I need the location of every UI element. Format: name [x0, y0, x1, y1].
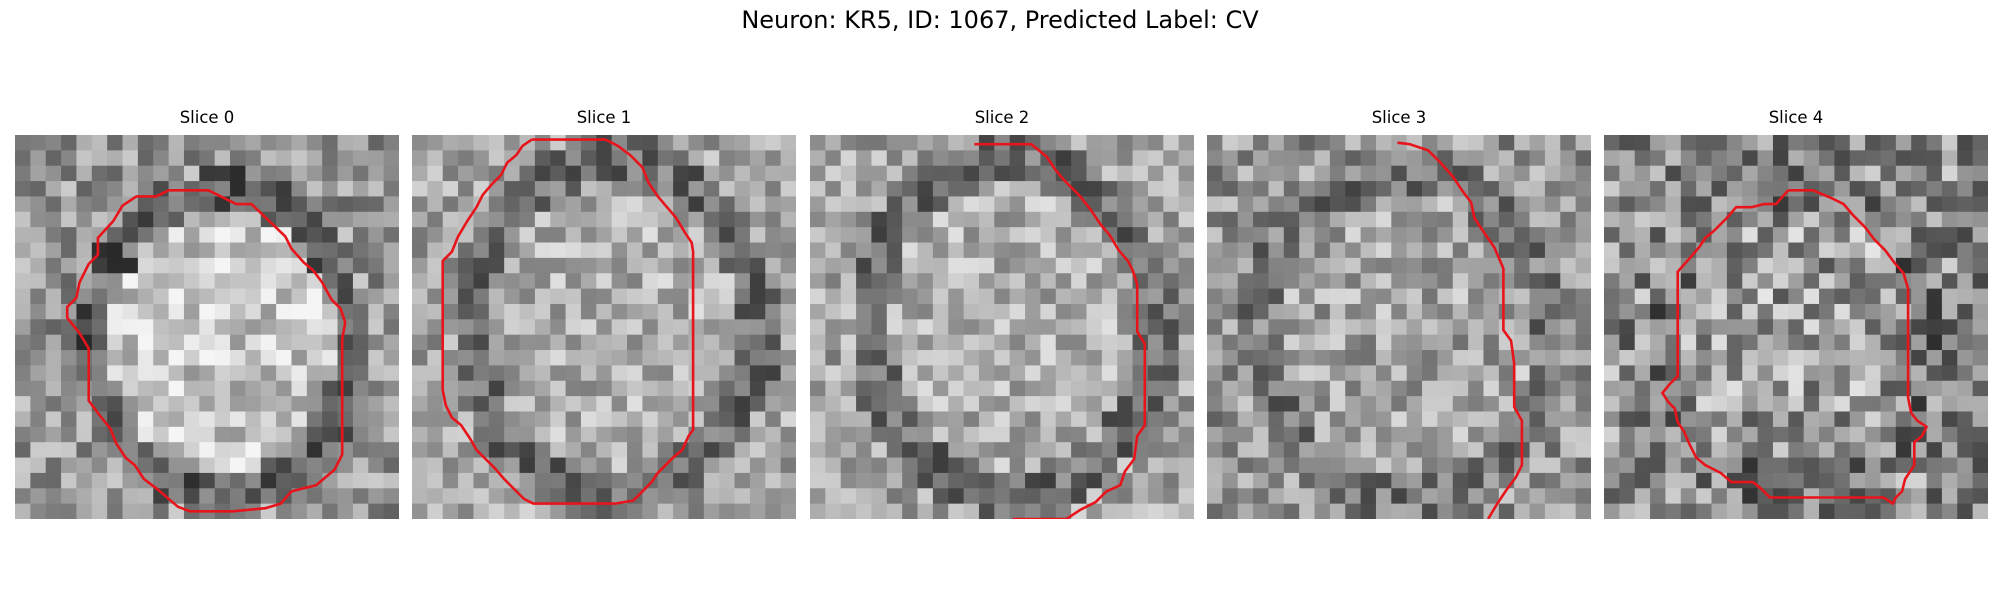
- panel-title: Slice 2: [974, 108, 1030, 127]
- segmentation-contour: [974, 142, 1147, 519]
- panel-title: Slice 1: [576, 108, 632, 127]
- segmentation-contour: [1661, 188, 1928, 505]
- panel-title: Slice 3: [1371, 108, 1427, 127]
- segmentation-contour: [1397, 141, 1524, 519]
- panel-title: Slice 4: [1768, 108, 1824, 127]
- panel-title: Slice 0: [179, 108, 235, 127]
- slice-image: [15, 135, 399, 519]
- slice-image: [1207, 135, 1591, 519]
- segmentation-contour: [65, 188, 347, 513]
- slice-image: [1604, 135, 1988, 519]
- slice-image: [810, 135, 1194, 519]
- segmentation-contour: [441, 138, 695, 505]
- slice-image: [412, 135, 796, 519]
- figure-title: Neuron: KR5, ID: 1067, Predicted Label: …: [741, 6, 1259, 34]
